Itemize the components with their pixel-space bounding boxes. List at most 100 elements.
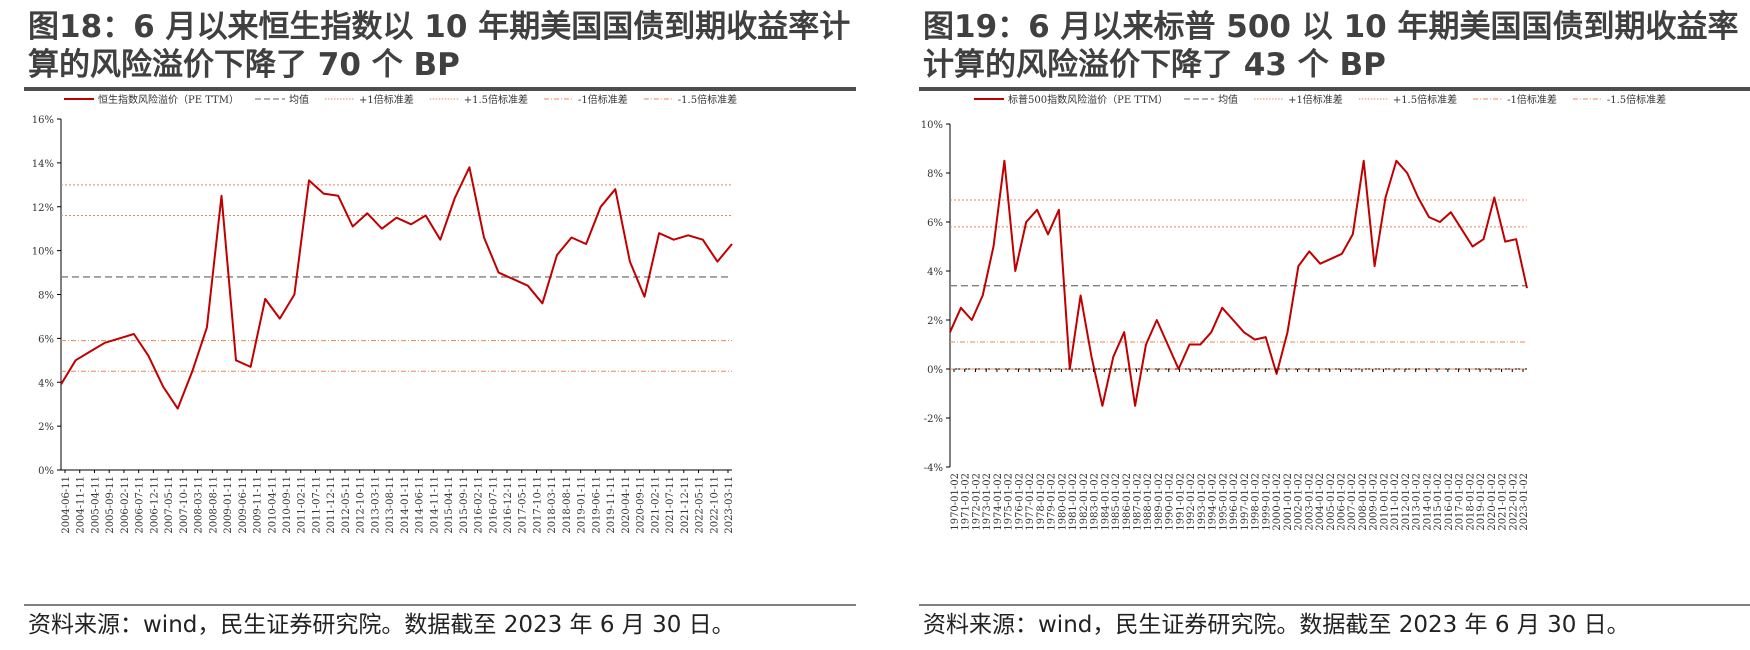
x-tick-label: 2004-11-11	[76, 476, 87, 534]
x-tick-label: 1986-01-02	[1122, 473, 1133, 531]
x-tick-label: 2005-09-11	[105, 476, 116, 534]
y-tick-label: 10%	[32, 247, 54, 258]
legend-label: -1.5倍标准差	[678, 93, 737, 106]
x-tick-label: 2005-01-02	[1326, 473, 1337, 531]
x-tick-label: 1975-01-02	[1004, 473, 1015, 531]
y-tick-label: 4%	[38, 378, 54, 389]
x-tick-label: 2000-01-02	[1272, 473, 1283, 531]
series-line	[60, 166, 733, 410]
figure-18: 图18：6 月以来恒生指数以 10 年期美国国债到期收益率计算的风险溢价下降了 …	[0, 0, 856, 650]
x-tick-label: 2023-01-02	[1519, 473, 1530, 531]
legend-label: 标普500指数风险溢价（PE TTM）	[1008, 93, 1168, 106]
x-tick-label: 1977-01-02	[1025, 473, 1036, 531]
y-tick-label: 2%	[38, 422, 54, 433]
x-tick-label: 2016-02-11	[474, 476, 485, 534]
x-tick-label: 1970-01-02	[950, 473, 961, 531]
x-tick-label: 2016-07-11	[488, 476, 499, 534]
x-tick-label: 2004-01-02	[1315, 473, 1326, 531]
x-tick-label: 2009-06-11	[238, 476, 249, 534]
x-tick-label: 2006-02-11	[120, 476, 131, 534]
x-tick-label: 1985-01-02	[1111, 473, 1122, 531]
x-tick-label: 2011-12-11	[326, 476, 337, 534]
x-tick-label: 2015-09-11	[459, 476, 470, 534]
x-tick-label: 2001-01-02	[1283, 473, 1294, 531]
risk-premium-chart-hsi: 恒生指数风险溢价（PE TTM） 均值 +1倍标准差 +1.5倍标准差 -1倍标准差 -1…	[32, 93, 737, 534]
x-tick-label: 1976-01-02	[1014, 473, 1025, 531]
x-tick-label: 2017-01-02	[1455, 473, 1466, 531]
y-tick-label: 10%	[921, 120, 943, 131]
x-tick-label: 2012-05-11	[341, 476, 352, 534]
x-tick-label: 2006-12-11	[149, 476, 160, 534]
x-tick-label: 2014-11-11	[429, 476, 440, 534]
figure-title: 图18：6 月以来恒生指数以 10 年期美国国债到期收益率计算的风险溢价下降了 …	[28, 9, 851, 83]
x-tick-label: 2020-09-11	[636, 476, 647, 534]
x-tick-label: 1979-01-02	[1047, 473, 1058, 531]
x-tick-label: 2020-04-11	[621, 476, 632, 534]
y-tick-label: 2%	[927, 316, 943, 327]
x-tick-label: 1999-01-02	[1261, 473, 1272, 531]
x-tick-label: 2008-01-02	[1358, 473, 1369, 531]
x-tick-label: 1984-01-02	[1100, 473, 1111, 531]
y-tick-label: 12%	[32, 203, 54, 214]
x-tick-label: 2014-01-11	[400, 476, 411, 534]
x-tick-label: 2006-01-02	[1336, 473, 1347, 531]
legend-label: +1倍标准差	[1288, 93, 1343, 106]
y-tick-label: 16%	[32, 115, 54, 126]
x-tick-label: 2008-08-11	[208, 476, 219, 534]
x-tick-label: 1987-01-02	[1133, 473, 1144, 531]
x-tick-label: 2011-07-11	[311, 476, 322, 534]
x-tick-label: 1972-01-02	[971, 473, 982, 531]
legend-label: 均值	[1218, 93, 1238, 106]
x-tick-label: 1994-01-02	[1208, 473, 1219, 531]
x-tick-label: 2018-08-11	[562, 476, 573, 534]
figure-title: 图19：6 月以来标普 500 以 10 年期美国国债到期收益率计算的风险溢价下…	[923, 9, 1739, 83]
source-note: 资料来源：wind，民生证券研究院。数据截至 2023 年 6 月 30 日。	[923, 612, 1630, 638]
y-tick-label: 4%	[927, 267, 943, 278]
x-tick-label: 2016-12-11	[503, 476, 514, 534]
legend-label: +1.5倍标准差	[1393, 93, 1457, 106]
x-tick-label: 1995-01-02	[1218, 473, 1229, 531]
x-tick-label: 2018-03-11	[547, 476, 558, 534]
y-tick-label: 0%	[927, 365, 943, 376]
x-tick-label: 2013-03-11	[370, 476, 381, 534]
x-tick-label: 1983-01-02	[1090, 473, 1101, 531]
x-tick-label: 2016-01-02	[1444, 473, 1455, 531]
x-tick-label: 2010-09-11	[282, 476, 293, 534]
legend-label: -1倍标准差	[1507, 93, 1557, 106]
x-tick-label: 2014-01-02	[1422, 473, 1433, 531]
source-note: 资料来源：wind，民生证券研究院。数据截至 2023 年 6 月 30 日。	[28, 612, 735, 638]
x-tick-label: 1973-01-02	[982, 473, 993, 531]
x-tick-label: 2019-11-11	[606, 476, 617, 534]
x-tick-label: 1982-01-02	[1079, 473, 1090, 531]
x-tick-label: 2019-06-11	[591, 476, 602, 534]
x-tick-label: 2008-03-11	[194, 476, 205, 534]
x-tick-label: 2003-01-02	[1304, 473, 1315, 531]
x-tick-label: 2012-10-11	[356, 476, 367, 534]
x-tick-label: 2002-01-02	[1294, 473, 1305, 531]
title-rule	[919, 87, 1750, 91]
x-tick-label: 2013-01-02	[1412, 473, 1423, 531]
x-tick-label: 2021-07-11	[665, 476, 676, 534]
x-tick-label: 1974-01-02	[993, 473, 1004, 531]
x-tick-label: 1992-01-02	[1186, 473, 1197, 531]
legend: 标普500指数风险溢价（PE TTM） 均值 +1倍标准差 +1.5倍标准差 -1倍标准…	[974, 93, 1666, 106]
x-tick-label: 2022-01-02	[1508, 473, 1519, 531]
x-tick-label: 2018-01-02	[1465, 473, 1476, 531]
x-tick-label: 2021-02-11	[650, 476, 661, 534]
x-tick-label: 2023-03-11	[724, 476, 735, 534]
legend: 恒生指数风险溢价（PE TTM） 均值 +1倍标准差 +1.5倍标准差 -1倍标准差 -1…	[64, 93, 737, 106]
x-tick-label: 1989-01-02	[1154, 473, 1165, 531]
x-tick-label: 2015-04-11	[444, 476, 455, 534]
x-tick-label: 1990-01-02	[1165, 473, 1176, 531]
x-tick-label: 2010-01-02	[1379, 473, 1390, 531]
legend-label: -1.5倍标准差	[1607, 93, 1666, 106]
x-tick-label: 1988-01-02	[1143, 473, 1154, 531]
y-tick-label: -4%	[924, 463, 943, 474]
x-tick-label: 2011-01-02	[1390, 473, 1401, 531]
y-tick-label: 8%	[927, 169, 943, 180]
x-tick-label: 1978-01-02	[1036, 473, 1047, 531]
y-tick-label: 6%	[38, 334, 54, 345]
y-tick-label: 14%	[32, 159, 54, 170]
x-tick-label: 1971-01-02	[961, 473, 972, 531]
x-tick-label: 1991-01-02	[1175, 473, 1186, 531]
